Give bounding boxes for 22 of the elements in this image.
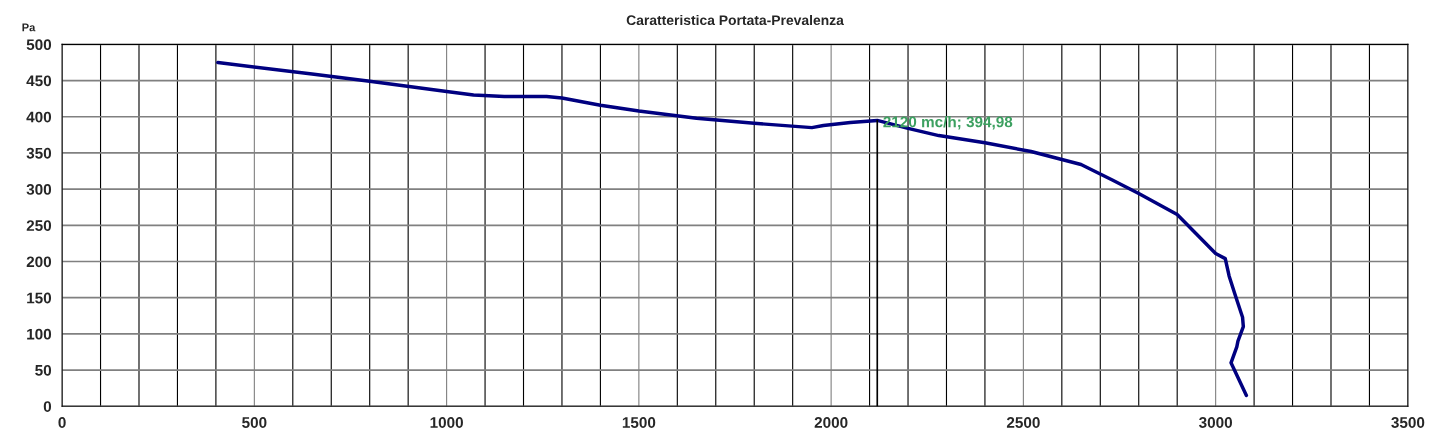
y-tick-label: 100 xyxy=(27,328,52,340)
x-tick-label: 3000 xyxy=(1199,417,1233,428)
x-tick-label: 2500 xyxy=(1006,417,1040,428)
x-tick-label: 1500 xyxy=(622,417,656,428)
y-tick-label: 300 xyxy=(26,184,52,195)
line-series xyxy=(216,60,1249,398)
x-tick-label: 1000 xyxy=(430,417,463,428)
x-tick-label: 2000 xyxy=(814,417,848,428)
x-tick-label: 500 xyxy=(242,417,267,428)
y-tick-label: 400 xyxy=(26,111,52,123)
x-tick-label: 3500 xyxy=(1391,417,1425,428)
y-tick-label: 350 xyxy=(26,147,52,159)
y-tick-label: 150 xyxy=(27,292,52,304)
y-tick-label: 250 xyxy=(26,220,52,232)
y-tick-label: 50 xyxy=(35,364,52,376)
y-axis-title: Pa xyxy=(22,23,36,32)
chart-title: Caratteristica Portata-Prevalenza xyxy=(626,14,844,26)
y-tick-label: 450 xyxy=(26,75,52,87)
y-tick-label: 200 xyxy=(26,256,52,268)
y-tick-label: 500 xyxy=(26,39,52,51)
y-tick-label: 0 xyxy=(43,401,52,412)
x-tick-label: 0 xyxy=(58,417,66,428)
